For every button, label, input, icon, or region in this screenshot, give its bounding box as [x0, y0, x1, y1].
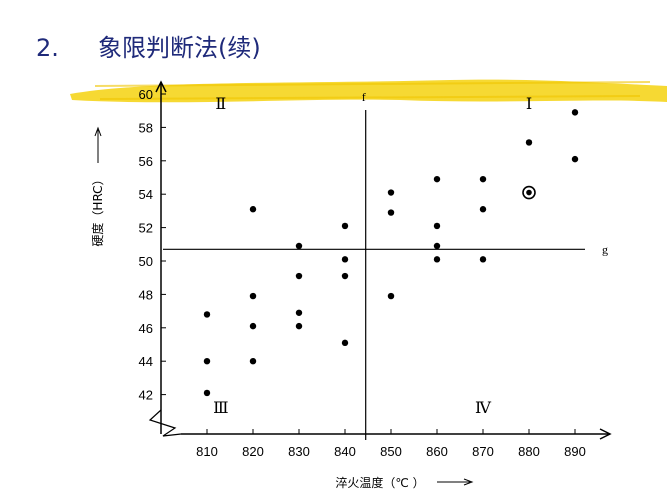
data-point — [433, 242, 441, 250]
x-label-arrow-head — [463, 478, 474, 486]
x-tick-label: 810 — [196, 444, 218, 459]
y-tick-label: 60 — [139, 87, 153, 102]
data-point — [203, 389, 211, 397]
data-point — [341, 272, 349, 280]
data-point — [387, 209, 395, 216]
data-point — [571, 155, 579, 163]
axes: 42 44 46 48 50 52 54 56 58 60 810 820 830 840 850 860 87… — [90, 80, 612, 490]
data-point — [433, 175, 441, 183]
data-point — [249, 206, 257, 213]
highlighted-point-ring — [522, 185, 536, 200]
x-tick-label: 830 — [288, 444, 310, 459]
data-point — [525, 139, 533, 146]
y-tick-label: 50 — [139, 254, 153, 269]
data-point — [479, 256, 487, 263]
data-point — [295, 309, 303, 316]
quadrant-label: Ⅰ — [526, 96, 532, 113]
quadrant-label: Ⅲ — [213, 400, 228, 417]
data-point — [387, 292, 395, 300]
data-point — [433, 256, 441, 263]
slide-number: 2. — [36, 34, 59, 62]
data-points — [203, 109, 579, 397]
data-point — [249, 322, 257, 330]
x-axis-arrow — [599, 428, 612, 440]
data-point — [571, 109, 579, 116]
data-point — [203, 311, 211, 318]
data-point — [295, 242, 303, 250]
y-tick-label: 58 — [139, 120, 153, 135]
y-axis-label: 硬度（HRC） — [90, 173, 105, 246]
slide-title: 2. 象限判断法(续) — [36, 28, 261, 63]
data-point — [479, 175, 487, 183]
x-tick-label: 860 — [426, 444, 448, 459]
x-tick-label: 840 — [334, 444, 356, 459]
y-tick-label: 48 — [139, 287, 153, 302]
reference-lines: fg — [163, 90, 608, 440]
y-tick-label: 56 — [139, 154, 153, 169]
y-axis-arrow — [155, 80, 167, 93]
data-point — [433, 222, 441, 230]
highlighted-point — [526, 189, 532, 196]
y-tick-label: 42 — [139, 388, 153, 403]
x-axis-label: 淬火温度（℃ ） — [335, 475, 424, 490]
data-point — [479, 206, 487, 213]
x-tick-label: 880 — [518, 444, 540, 459]
y-tick-label: 52 — [139, 221, 153, 236]
data-point — [249, 292, 257, 300]
data-point — [341, 222, 349, 230]
x-tick-label: 890 — [564, 444, 586, 459]
reference-line-label-f: f — [362, 90, 366, 104]
y-tick-label: 54 — [139, 187, 153, 202]
x-tick-label: 870 — [472, 444, 494, 459]
quadrant-label: Ⅱ — [215, 96, 226, 113]
data-point — [249, 358, 257, 365]
y-tick-label: 46 — [139, 321, 153, 336]
data-point — [341, 256, 349, 263]
data-point — [341, 339, 349, 347]
data-point — [203, 358, 211, 365]
highlight-band — [70, 79, 667, 103]
quadrant-label: Ⅳ — [475, 400, 492, 417]
y-tick-label: 44 — [139, 354, 153, 369]
slide-title-text: 象限判断法(续) — [98, 34, 261, 62]
reference-line-label-g: g — [602, 242, 608, 256]
y-label-arrow-head — [94, 126, 102, 137]
data-point — [295, 322, 303, 330]
data-point — [295, 272, 303, 280]
x-tick-label: 850 — [380, 444, 402, 459]
axis-break-mark — [148, 409, 182, 437]
x-tick-label: 820 — [242, 444, 264, 459]
chart-labels: Ⅰ Ⅱ Ⅲ Ⅳ — [213, 96, 532, 417]
data-point — [387, 189, 395, 196]
